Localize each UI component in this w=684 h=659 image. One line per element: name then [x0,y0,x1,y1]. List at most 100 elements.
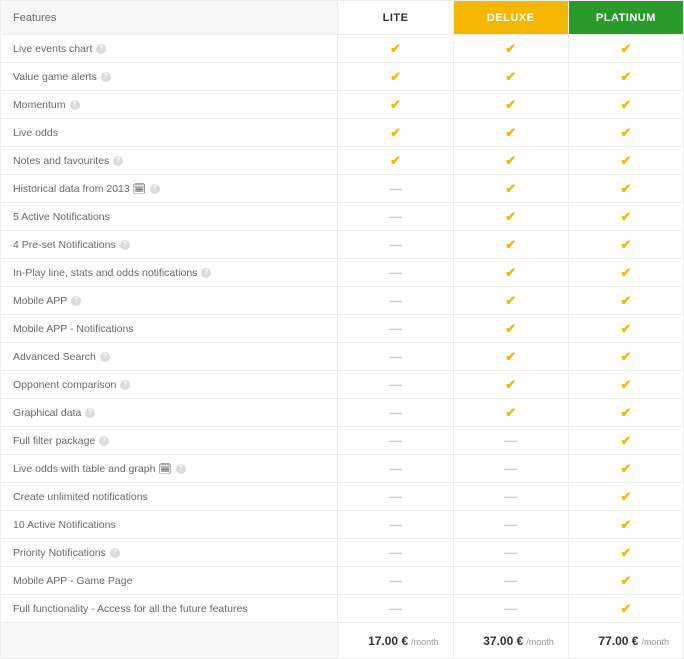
dash-icon: — [504,462,517,475]
help-icon[interactable] [101,72,111,82]
feature-value-deluxe: ✔ [453,91,568,119]
feature-value-deluxe: — [453,455,568,483]
dash-icon: — [389,462,402,475]
feature-value-platinum: ✔ [568,483,683,511]
check-icon: ✔ [505,238,516,251]
feature-label: Live odds [1,119,338,147]
check-icon: ✔ [620,210,631,223]
feature-value-platinum: ✔ [568,147,683,175]
help-icon[interactable] [120,240,130,250]
check-icon: ✔ [620,98,631,111]
feature-value-lite: ✔ [338,63,453,91]
feature-value-lite: — [338,511,453,539]
feature-value-lite: — [338,371,453,399]
dash-icon: — [389,574,402,587]
check-icon: ✔ [505,294,516,307]
check-icon: ✔ [620,406,631,419]
feature-value-lite: ✔ [338,119,453,147]
feature-value-platinum: ✔ [568,287,683,315]
feature-row: Graphical data—✔✔ [1,399,684,427]
feature-label: Create unlimited notifications [1,483,338,511]
dash-icon: — [389,602,402,615]
feature-value-lite: — [338,399,453,427]
feature-value-platinum: ✔ [568,343,683,371]
help-icon[interactable] [113,156,123,166]
feature-row: Priority Notifications——✔ [1,539,684,567]
feature-value-platinum: ✔ [568,567,683,595]
pricing-row: 17.00 €/month 37.00 €/month 77.00 €/mont… [1,623,684,659]
feature-label: In-Play line, stats and odds notificatio… [1,259,338,287]
dash-icon: — [504,574,517,587]
feature-value-platinum: ✔ [568,231,683,259]
check-icon: ✔ [620,378,631,391]
feature-value-lite: — [338,483,453,511]
feature-row: 5 Active Notifications—✔✔ [1,203,684,231]
dash-icon: — [389,518,402,531]
dash-icon: — [504,434,517,447]
help-icon[interactable] [96,44,106,54]
feature-label: 4 Pre-set Notifications [1,231,338,259]
feature-label: Value game alerts [1,63,338,91]
feature-row: Momentum✔✔✔ [1,91,684,119]
dash-icon: — [389,546,402,559]
feature-value-deluxe: ✔ [453,35,568,63]
check-icon: ✔ [505,42,516,55]
dash-icon: — [389,490,402,503]
feature-value-platinum: ✔ [568,511,683,539]
feature-value-lite: ✔ [338,35,453,63]
feature-label: Priority Notifications [1,539,338,567]
feature-row: Mobile APP - Game Page——✔ [1,567,684,595]
help-icon[interactable] [100,352,110,362]
feature-value-lite: — [338,595,453,623]
help-icon[interactable] [110,548,120,558]
feature-value-lite: — [338,455,453,483]
feature-label: Historical data from 2013 🗓 [1,175,338,203]
feature-label: Advanced Search [1,343,338,371]
dash-icon: — [504,490,517,503]
price-deluxe: 37.00 €/month [453,623,568,659]
feature-value-deluxe: ✔ [453,399,568,427]
price-lite: 17.00 €/month [338,623,453,659]
dash-icon: — [504,518,517,531]
help-icon[interactable] [99,436,109,446]
dash-icon: — [389,210,402,223]
dash-icon: — [389,322,402,335]
feature-row: Create unlimited notifications — — ✔ [1,483,684,511]
dash-icon: — [389,350,402,363]
check-icon: ✔ [620,182,631,195]
feature-row: Full filter package——✔ [1,427,684,455]
feature-value-platinum: ✔ [568,371,683,399]
check-icon: ✔ [505,98,516,111]
feature-row: Historical data from 2013 🗓—✔✔ [1,175,684,203]
feature-label: 5 Active Notifications [1,203,338,231]
dash-icon: — [389,238,402,251]
check-icon: ✔ [505,322,516,335]
feature-value-deluxe: ✔ [453,343,568,371]
help-icon[interactable] [120,380,130,390]
feature-value-deluxe: — [453,539,568,567]
feature-label: Notes and favourites [1,147,338,175]
dash-icon: — [504,602,517,615]
dash-icon: — [389,378,402,391]
feature-label: Mobile APP - Notifications [1,315,338,343]
help-icon[interactable] [176,464,186,474]
help-icon[interactable] [201,268,211,278]
feature-value-platinum: ✔ [568,399,683,427]
check-icon: ✔ [620,602,631,615]
check-icon: ✔ [620,574,631,587]
dash-icon: — [389,266,402,279]
feature-row: Mobile APP—✔✔ [1,287,684,315]
check-icon: ✔ [390,70,401,83]
feature-value-deluxe: ✔ [453,287,568,315]
help-icon[interactable] [70,100,80,110]
check-icon: ✔ [620,42,631,55]
help-icon[interactable] [85,408,95,418]
feature-row: Live events chart✔✔✔ [1,35,684,63]
check-icon: ✔ [505,350,516,363]
feature-value-deluxe: ✔ [453,63,568,91]
check-icon: ✔ [390,154,401,167]
feature-row: Mobile APP - Notifications—✔✔ [1,315,684,343]
help-icon[interactable] [150,184,160,194]
help-icon[interactable] [71,296,81,306]
feature-row: In-Play line, stats and odds notificatio… [1,259,684,287]
